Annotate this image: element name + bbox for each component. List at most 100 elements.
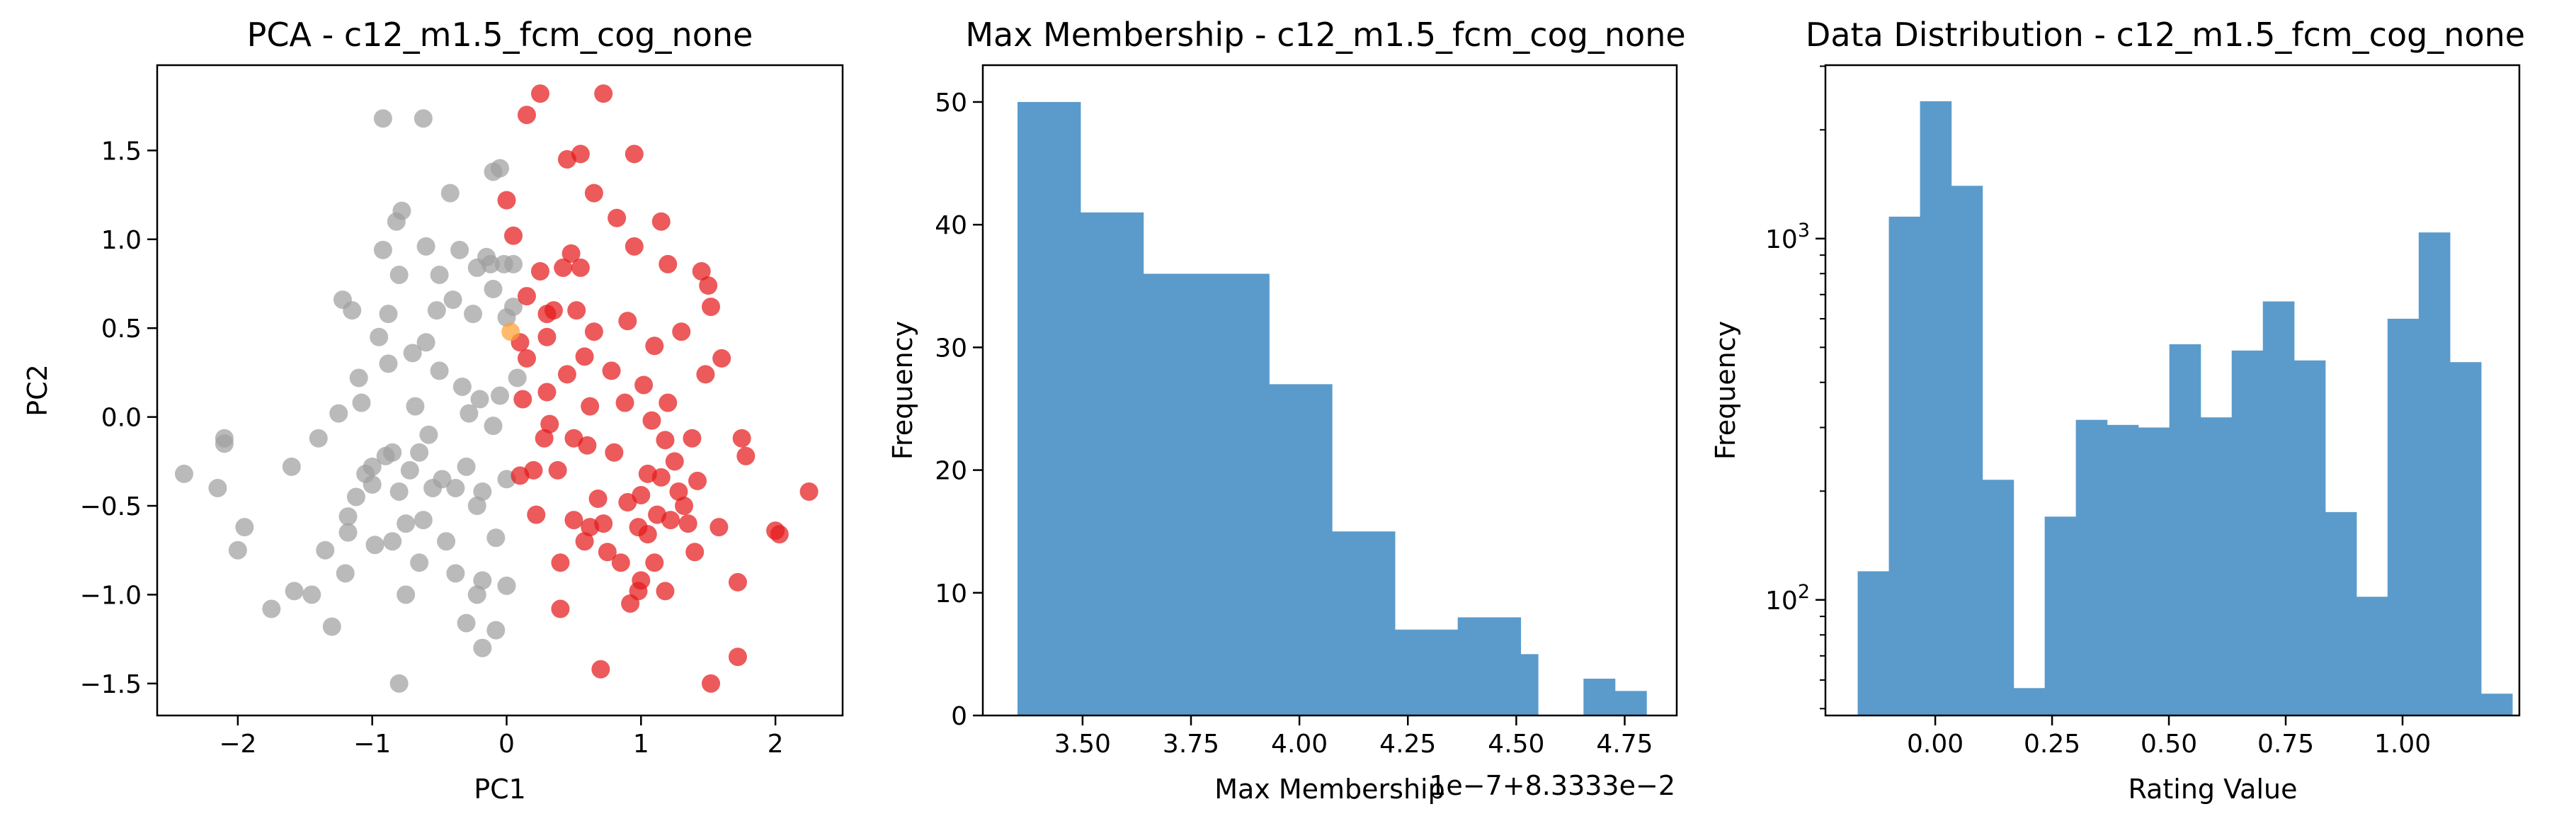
pca-point-red [562,244,581,263]
pca-point-red [611,553,630,572]
pca-point-red [605,443,624,462]
pca-point-gray [215,434,234,453]
pca-point-gray [486,621,506,640]
pca-y-tick-label: 0.0 [101,404,142,433]
distribution-bar [2169,344,2201,715]
distribution-bar [2262,301,2295,716]
pca-y-tick-label: −0.5 [80,492,142,521]
pca-point-red [571,258,590,277]
pca-point-orange [501,322,520,341]
pca-point-gray [379,354,398,373]
membership-y-tick-label: 40 [935,211,967,240]
pca-point-gray [349,368,368,387]
pca-point-red [696,365,715,384]
pca-point-gray [373,109,392,128]
pca-point-red [591,660,610,679]
pca-point-red [615,393,634,412]
pca-point-gray [416,333,435,352]
pca-point-red [618,312,637,331]
pca-ticks-layer: −2 −1 0 1 2 −1.5 −1.0 −0.5 0.0 0.5 1.0 1.5 [80,137,784,759]
pca-point-gray [464,305,483,324]
membership-bar [1300,384,1333,715]
pca-point-red [665,452,684,471]
pca-point-gray [473,638,492,657]
pca-point-gray [383,443,402,462]
pca-y-tick-label: −1.0 [80,581,142,610]
pca-scatter-panel: PCA - c12_m1.5_fcm_cog_none −2 −1 0 1 2−1.5−… [22,16,844,805]
pca-point-red [645,553,664,572]
pca-point-red [578,436,597,455]
membership-bar [1049,101,1081,715]
pca-point-red [575,347,594,366]
pca-point-gray [430,361,449,380]
distribution-x-tick-label: 0.25 [2024,730,2080,759]
distribution-bar [2449,362,2482,715]
pca-point-gray [363,475,382,494]
membership-x-label: Max Membership [1214,774,1445,805]
pca-point-red [527,505,546,524]
pca-point-red [683,429,702,448]
pca-point-gray [486,528,506,548]
pca-x-label: PC1 [474,774,526,805]
distribution-bar [2418,232,2451,715]
pca-point-red [602,361,621,380]
distribution-histogram-panel: Data Distribution - c12_m1.5_fcm_cog_non… [1710,16,2525,805]
membership-bar [1080,212,1112,715]
membership-bar [1112,212,1144,715]
pca-point-gray [322,617,341,636]
pca-point-red [524,460,543,480]
pca-point-gray [228,541,247,560]
membership-bar [1332,531,1364,715]
pca-point-red [701,674,720,693]
pca-point-red [669,482,688,501]
pca-point-red [557,365,576,384]
pca-point-gray [457,613,476,633]
distribution-bar [2200,417,2233,715]
pca-point-red [517,287,536,306]
distribution-x-tick-label: 1.00 [2374,730,2431,759]
pca-point-gray [433,470,452,489]
pca-point-gray [316,541,335,560]
pca-point-red [503,226,523,245]
distribution-ticks-layer: 0.00 0.25 0.50 0.75 1.00 102 103 [1765,65,2431,759]
pca-point-gray [208,478,227,497]
pca-point-gray [365,536,384,555]
pca-point-gray [484,417,503,436]
pca-point-red [497,191,516,210]
pca-point-red [659,254,678,273]
pca-point-gray [467,258,486,277]
pca-point-red [551,553,570,572]
pca-y-label: PC2 [22,364,53,417]
membership-axes-frame [981,64,1678,717]
pca-point-gray [446,564,465,583]
distribution-bar [2013,688,2046,715]
pca-point-red [728,647,747,667]
pca-point-gray [446,478,465,497]
pca-point-red [625,237,644,256]
pca-point-gray [467,585,486,604]
pca-point-red [672,322,691,341]
pca-point-gray [484,280,503,299]
pca-point-red [517,349,536,368]
pca-point-red [513,390,532,409]
pca-point-gray [285,582,304,601]
pca-point-gray [443,290,462,310]
pca-point-gray [343,301,362,320]
membership-histogram-panel: Max Membership - c12_m1.5_fcm_cog_none 3… [887,16,1686,805]
pca-point-red [656,582,675,601]
pca-point-gray [416,237,435,256]
distribution-x-tick-label: 0.50 [2141,730,2197,759]
pca-point-red [537,305,557,324]
pca-point-red [517,106,536,125]
pca-point-red [594,84,613,103]
distribution-bar [1951,186,1983,716]
pca-point-gray [437,532,456,551]
membership-y-tick-label: 20 [935,457,967,486]
pca-point-red [712,349,731,368]
pca-point-red [709,518,729,537]
distribution-x-tick-label: 0.00 [1907,730,1964,759]
pca-point-gray [450,240,469,259]
pca-y-tick-label: 1.0 [101,226,142,255]
pca-point-gray [302,585,321,604]
